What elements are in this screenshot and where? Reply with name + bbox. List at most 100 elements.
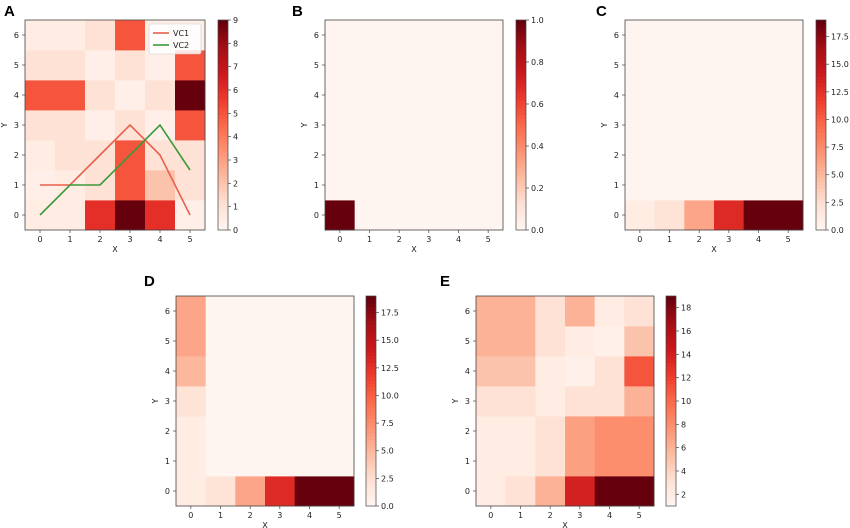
colorbar-segment xyxy=(366,331,376,336)
heatmap-cell xyxy=(115,50,146,81)
colorbar-tick-label: 16 xyxy=(681,327,691,336)
heatmap-cell xyxy=(324,416,355,447)
colorbar-segment xyxy=(666,331,676,336)
colorbar-tick-label: 8 xyxy=(681,420,686,429)
heatmap-cell xyxy=(145,50,176,81)
heatmap-cell xyxy=(743,50,774,81)
colorbar-segment xyxy=(366,310,376,315)
heatmap-cell xyxy=(654,140,685,171)
colorbar-segment xyxy=(666,478,676,483)
heatmap-cell xyxy=(115,200,146,231)
colorbar-segment xyxy=(516,167,526,172)
colorbar-segment xyxy=(516,153,526,158)
colorbar-segment xyxy=(816,118,826,123)
colorbar-segment xyxy=(366,303,376,308)
colorbar-segment xyxy=(666,404,676,409)
colorbar-segment xyxy=(366,443,376,448)
heatmap-cell xyxy=(25,20,56,51)
colorbar-frame xyxy=(515,19,527,231)
colorbar-segment xyxy=(366,460,376,465)
y-axis-label: Y xyxy=(0,122,9,128)
colorbar-segment xyxy=(666,485,676,490)
colorbar-segment xyxy=(366,481,376,486)
colorbar-segment xyxy=(516,62,526,67)
heatmap-cell xyxy=(594,386,625,417)
y-tick-label: 1 xyxy=(614,181,619,190)
heatmap-cell xyxy=(443,110,474,141)
colorbar-frame xyxy=(815,19,827,231)
colorbar-tick-label: 10.0 xyxy=(831,115,849,124)
heatmap-cell xyxy=(265,386,296,417)
heatmap-cell xyxy=(624,326,655,357)
colorbar-segment xyxy=(516,195,526,200)
heatmap-cell xyxy=(594,326,625,357)
colorbar-segment xyxy=(218,76,228,81)
colorbar-segment xyxy=(816,114,826,119)
heatmap-cell xyxy=(55,200,86,231)
heatmap-cell xyxy=(384,80,415,111)
colorbar-segment xyxy=(516,34,526,39)
colorbar-segment xyxy=(218,156,228,161)
heatmap-cell xyxy=(235,296,266,327)
y-tick-label: 5 xyxy=(165,337,170,346)
colorbar-segment xyxy=(218,79,228,84)
heatmap-cell xyxy=(325,50,356,81)
colorbar-segment xyxy=(516,163,526,168)
colorbar-segment xyxy=(366,387,376,392)
colorbar-segment xyxy=(666,355,676,360)
colorbar-segment xyxy=(666,303,676,308)
x-tick-label: 3 xyxy=(726,235,731,244)
colorbar-segment xyxy=(516,146,526,151)
colorbar-segment xyxy=(816,174,826,179)
colorbar-segment xyxy=(816,97,826,102)
colorbar-segment xyxy=(816,177,826,182)
x-tick-label: 5 xyxy=(786,235,791,244)
heatmap-cell xyxy=(354,50,385,81)
heatmap-cell xyxy=(625,50,656,81)
heatmap-cell xyxy=(324,356,355,387)
colorbar-segment xyxy=(666,313,676,318)
colorbar-segment xyxy=(666,366,676,371)
colorbar-segment xyxy=(816,205,826,210)
colorbar-tick-label: 6 xyxy=(233,86,238,95)
heatmap-cell xyxy=(414,140,445,171)
colorbar-segment xyxy=(366,352,376,357)
heatmap-cell xyxy=(505,386,536,417)
colorbar-segment xyxy=(516,209,526,214)
heatmap-cell xyxy=(505,476,536,507)
colorbar-segment xyxy=(516,142,526,147)
colorbar-segment xyxy=(666,310,676,315)
colorbar-tick-label: 0.8 xyxy=(531,58,544,67)
colorbar-segment xyxy=(516,93,526,98)
colorbar-segment xyxy=(816,209,826,214)
colorbar-segment xyxy=(816,212,826,217)
colorbar-segment xyxy=(666,471,676,476)
colorbar-segment xyxy=(516,191,526,196)
colorbar-segment xyxy=(366,495,376,500)
heatmap-cell xyxy=(205,296,236,327)
x-axis-label: X xyxy=(262,521,268,528)
heatmap-cell xyxy=(325,140,356,171)
colorbar-segment xyxy=(666,415,676,420)
colorbar-segment xyxy=(516,41,526,46)
heatmap-cell xyxy=(773,50,804,81)
heatmap-cell xyxy=(624,296,655,327)
heatmap-cell xyxy=(325,20,356,51)
heatmap-cell xyxy=(624,356,655,387)
heatmap-cell xyxy=(773,110,804,141)
colorbar-tick-label: 2.5 xyxy=(381,474,394,483)
x-tick-label: 5 xyxy=(486,235,491,244)
heatmap-cell xyxy=(476,476,507,507)
heatmap-cell xyxy=(25,110,56,141)
colorbar-segment xyxy=(666,324,676,329)
colorbar-tick-label: 7 xyxy=(233,63,238,72)
x-tick-label: 4 xyxy=(456,235,461,244)
x-tick-label: 2 xyxy=(397,235,402,244)
heatmap-cell xyxy=(565,386,596,417)
colorbar-segment xyxy=(218,202,228,207)
colorbar-segment xyxy=(666,327,676,332)
colorbar-segment xyxy=(218,114,228,119)
heatmap-cell xyxy=(265,356,296,387)
colorbar-segment xyxy=(666,334,676,339)
colorbar-segment xyxy=(516,128,526,133)
